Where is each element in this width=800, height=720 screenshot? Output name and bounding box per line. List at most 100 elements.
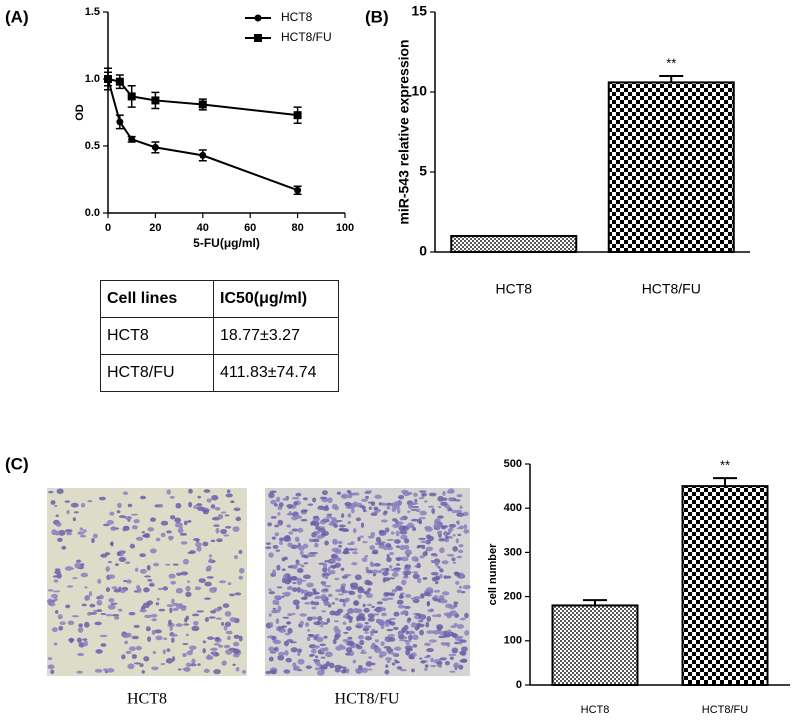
- cell: [448, 604, 456, 610]
- cell: [128, 646, 136, 652]
- cell: [290, 647, 298, 653]
- point: [293, 111, 302, 120]
- cell: [221, 660, 227, 666]
- cell: [355, 608, 363, 613]
- cell: [194, 586, 202, 591]
- cell: [439, 547, 445, 554]
- cell: [89, 612, 98, 615]
- cell: [135, 536, 144, 541]
- cell: [323, 635, 328, 639]
- cell: [154, 629, 162, 634]
- cell: [340, 513, 345, 518]
- cell: [166, 530, 172, 534]
- cell: [65, 532, 73, 536]
- cell: [372, 569, 378, 575]
- cell: [289, 641, 297, 644]
- cell: [72, 577, 78, 580]
- cell: [418, 537, 427, 541]
- y-tick-label: 0: [516, 679, 522, 691]
- cell: [282, 616, 290, 619]
- cell: [320, 656, 326, 659]
- cell: [398, 525, 407, 532]
- cell: [412, 526, 417, 532]
- cell: [295, 559, 300, 565]
- cell: [223, 534, 230, 537]
- cell: [180, 541, 188, 545]
- cell: [286, 639, 294, 642]
- cell: [452, 546, 458, 552]
- cell: [202, 541, 209, 547]
- cell: [358, 613, 365, 618]
- cell: [77, 652, 85, 657]
- cell: [151, 618, 157, 622]
- cell: [439, 657, 447, 661]
- cell: [196, 610, 205, 613]
- point: [198, 100, 207, 109]
- cell: [133, 624, 140, 628]
- cell: [311, 532, 317, 538]
- cell: [426, 601, 430, 607]
- cell: [272, 639, 278, 644]
- cell: [447, 488, 455, 494]
- cell: [416, 562, 421, 569]
- cell: [234, 592, 242, 596]
- cell: [276, 586, 283, 589]
- cell: [371, 549, 379, 555]
- cell: [355, 517, 362, 522]
- cell: [141, 531, 145, 534]
- cell: [321, 610, 327, 613]
- cell: [55, 514, 59, 517]
- cell: [454, 641, 460, 645]
- cell: [277, 605, 282, 612]
- error-bar: [583, 599, 607, 606]
- cell: [172, 563, 179, 566]
- cell: [203, 489, 211, 493]
- cell: [270, 499, 277, 505]
- cell: [291, 528, 299, 532]
- cell: [408, 631, 416, 635]
- cell: [325, 661, 331, 667]
- cell: [332, 541, 338, 545]
- cell: [436, 661, 443, 665]
- cell: [390, 531, 395, 535]
- cell: [410, 502, 419, 505]
- error-bar: [713, 477, 737, 487]
- cell: [306, 629, 311, 632]
- cell: [338, 544, 342, 548]
- cell: [318, 528, 326, 533]
- cell: [384, 669, 390, 675]
- cell: [422, 577, 427, 580]
- cell: [347, 636, 353, 640]
- legend-label: HCT8: [281, 10, 313, 24]
- cell: [444, 538, 450, 543]
- cell: [202, 640, 206, 644]
- cell: [423, 591, 431, 597]
- cell: [453, 601, 459, 605]
- cell: [265, 542, 272, 545]
- cell: [456, 493, 463, 498]
- cell: [213, 643, 220, 646]
- cell: [51, 593, 59, 599]
- cell: [360, 498, 368, 502]
- cell: [99, 634, 108, 638]
- cell: [386, 628, 394, 632]
- cell: [221, 621, 225, 626]
- cell: [354, 548, 358, 551]
- cell: [172, 607, 179, 612]
- cell: [135, 567, 139, 572]
- cell: [319, 625, 324, 628]
- cell: [364, 631, 369, 634]
- cell: [355, 625, 362, 628]
- cell: [391, 518, 398, 522]
- cell: [232, 526, 240, 533]
- cell: [223, 625, 228, 631]
- cell: [299, 620, 304, 626]
- cell: [68, 638, 75, 642]
- cell: [197, 663, 201, 666]
- cell: [380, 607, 387, 611]
- cell: [303, 596, 308, 600]
- cell: [277, 654, 285, 661]
- cell: [446, 575, 452, 579]
- cell: [149, 548, 157, 554]
- cell: [139, 553, 146, 558]
